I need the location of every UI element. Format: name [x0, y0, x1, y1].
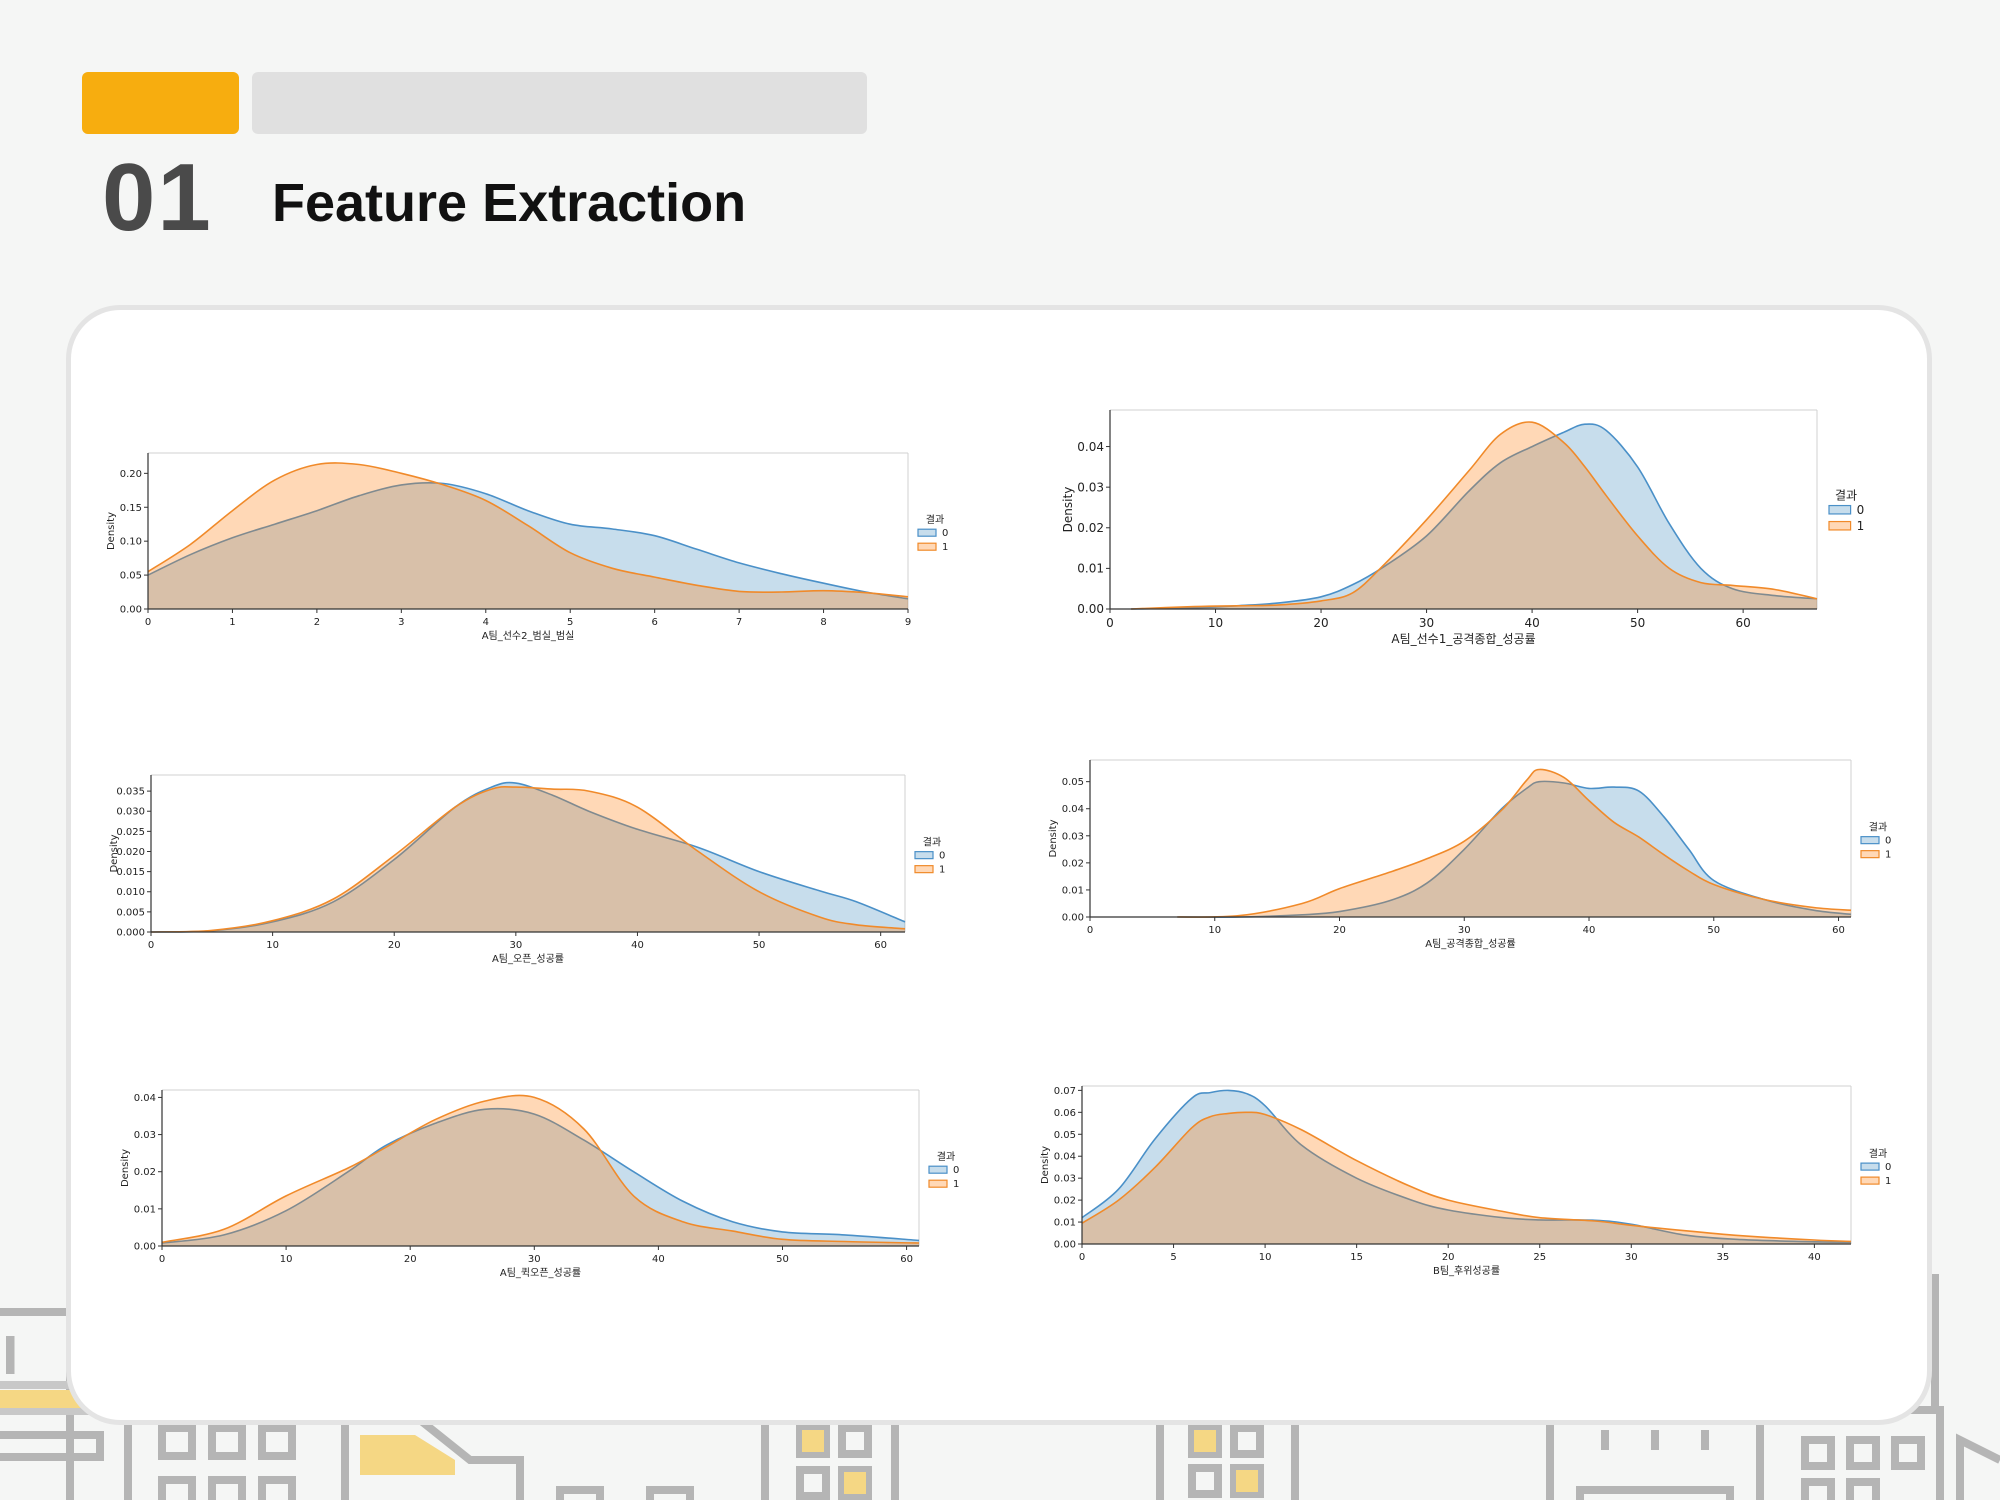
header-placeholder-bar	[252, 72, 867, 134]
page-title: Feature Extraction	[272, 173, 747, 233]
header-accent-bar	[82, 72, 239, 134]
charts-card	[66, 305, 1932, 1425]
background-buildings-illustration	[0, 1274, 2000, 1500]
section-number: 01	[102, 144, 213, 251]
